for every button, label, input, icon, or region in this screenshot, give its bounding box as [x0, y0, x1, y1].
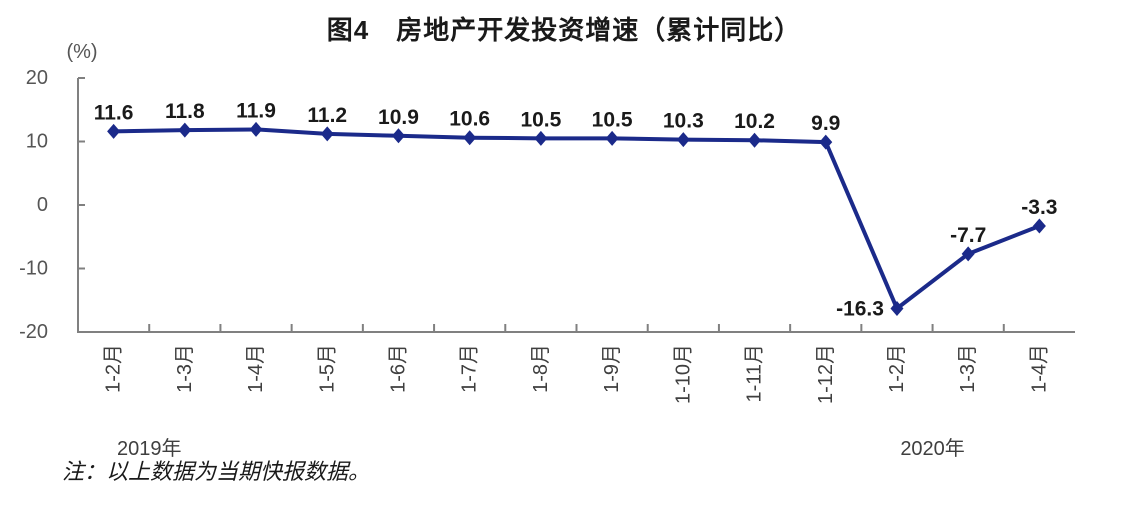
x-axis-tick-label: 1-7月	[459, 344, 481, 393]
x-axis-tick-label: 1-5月	[316, 344, 338, 393]
x-axis-tick-label: 1-3月	[957, 344, 979, 393]
data-point-marker	[605, 130, 619, 146]
x-axis-tick-label: 1-10月	[672, 344, 694, 404]
data-point-marker	[1032, 218, 1046, 234]
data-point-label: 10.2	[734, 110, 775, 133]
data-point-label: 10.6	[449, 108, 490, 131]
data-point-label: 11.9	[236, 99, 276, 122]
x-axis-tick-label: 1-4月	[1028, 344, 1050, 393]
data-point-label: 10.3	[663, 110, 704, 133]
data-point-label: 10.5	[520, 108, 561, 131]
data-point-label: 10.5	[592, 108, 633, 131]
x-axis-tick-label: 1-4月	[245, 344, 267, 393]
data-point-marker	[748, 132, 762, 148]
x-axis-tick-label: 1-12月	[815, 344, 837, 404]
x-axis-tick-label: 1-3月	[174, 344, 196, 393]
x-axis-tick-label: 1-9月	[601, 344, 623, 393]
x-axis-tick-label: 1-11月	[744, 344, 766, 403]
x-axis-tick-label: 1-8月	[530, 344, 552, 393]
data-point-marker	[534, 130, 548, 146]
data-series-line	[113, 127, 1041, 312]
data-point-marker	[391, 128, 405, 144]
x-axis-tick-label: 1-6月	[387, 344, 409, 393]
data-point-label: 11.8	[165, 100, 205, 123]
x-axis-tick-label: 1-2月	[886, 344, 908, 393]
data-point-marker	[961, 246, 975, 262]
data-point-marker	[819, 134, 833, 150]
data-point-marker	[890, 301, 904, 317]
y-axis-tick-label: -10	[19, 258, 48, 280]
data-point-marker	[676, 132, 690, 148]
data-point-marker	[107, 123, 121, 139]
y-axis-tick-label: 10	[26, 131, 48, 153]
data-point-marker	[463, 130, 477, 146]
data-point-label: 11.2	[307, 104, 347, 127]
chart-title: 图4 房地产开发投资增速（累计同比）	[326, 15, 802, 45]
data-point-label: -3.3	[1021, 196, 1057, 219]
data-point-label: 9.9	[811, 112, 840, 135]
y-axis-tick-label: -20	[19, 321, 48, 343]
data-point-label: 10.9	[378, 106, 419, 129]
axes-line	[77, 78, 1075, 333]
data-point-label: -16.3	[836, 298, 884, 321]
y-axis-tick-label: 0	[37, 194, 48, 216]
y-axis-unit-label: (%)	[66, 41, 97, 63]
data-point-marker	[249, 121, 263, 137]
year-label: 2019年	[117, 437, 182, 460]
data-point-marker	[320, 126, 334, 142]
year-label: 2020年	[900, 437, 965, 460]
x-axis-tick-label: 1-2月	[103, 344, 125, 393]
y-axis-tick-label: 20	[26, 67, 48, 89]
data-point-marker	[178, 122, 192, 138]
data-point-label: -7.7	[950, 224, 986, 247]
chart-note: 注：以上数据为当期快报数据。	[62, 459, 371, 484]
data-point-label: 11.6	[94, 101, 134, 124]
